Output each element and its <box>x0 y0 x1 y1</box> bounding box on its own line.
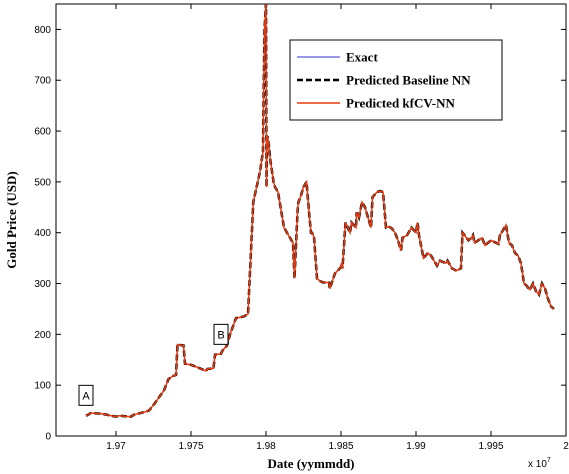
y-tick-label: 600 <box>34 127 51 138</box>
x-axis-label: Date (yymmdd) <box>267 456 354 471</box>
x-tick-label: 1.995 <box>478 441 503 452</box>
annotation-box <box>213 323 229 345</box>
x-tick-label: 1.98 <box>256 441 276 452</box>
y-tick-label: 100 <box>34 381 51 392</box>
y-tick-label: 400 <box>34 228 51 239</box>
x-axis-scale-exponent: 7 <box>547 457 551 464</box>
y-tick-label: 0 <box>45 432 51 443</box>
x-tick-label: 1.975 <box>178 441 203 452</box>
series-layer <box>85 3 555 418</box>
y-tick-label: 200 <box>34 330 51 341</box>
y-tick-label: 800 <box>34 25 51 36</box>
y-axis-label: Gold Price (USD) <box>4 171 19 268</box>
y-tick-label: 300 <box>34 279 51 290</box>
annotations: AB <box>78 323 229 406</box>
tick-labels: 1.97 1.975 1.98 1.985 1.99 1.995 2 0 100 200 300 40… <box>34 25 569 452</box>
x-tick-label: 1.985 <box>328 441 353 452</box>
legend-entry: Exact <box>346 50 378 65</box>
x-tick-label: 1.99 <box>406 441 426 452</box>
annotation-label: A <box>82 390 90 402</box>
legend-entry: Predicted Baseline NN <box>346 73 471 88</box>
y-tick-label: 500 <box>34 177 51 188</box>
annotation-box <box>78 384 94 406</box>
x-axis-scale-base: x 10 <box>528 459 547 470</box>
x-tick-label: 1.97 <box>106 441 126 452</box>
x-tick-label: 2 <box>563 441 569 452</box>
legend: Exact Predicted Baseline NN Predicted kfCV… <box>289 39 503 121</box>
annotation-label: B <box>217 329 224 341</box>
x-axis-scale-label: x 107 <box>528 457 551 470</box>
y-tick-label: 700 <box>34 76 51 87</box>
series-kfcv-nn-line <box>85 3 555 418</box>
legend-entry: Predicted kfCV-NN <box>346 96 456 111</box>
